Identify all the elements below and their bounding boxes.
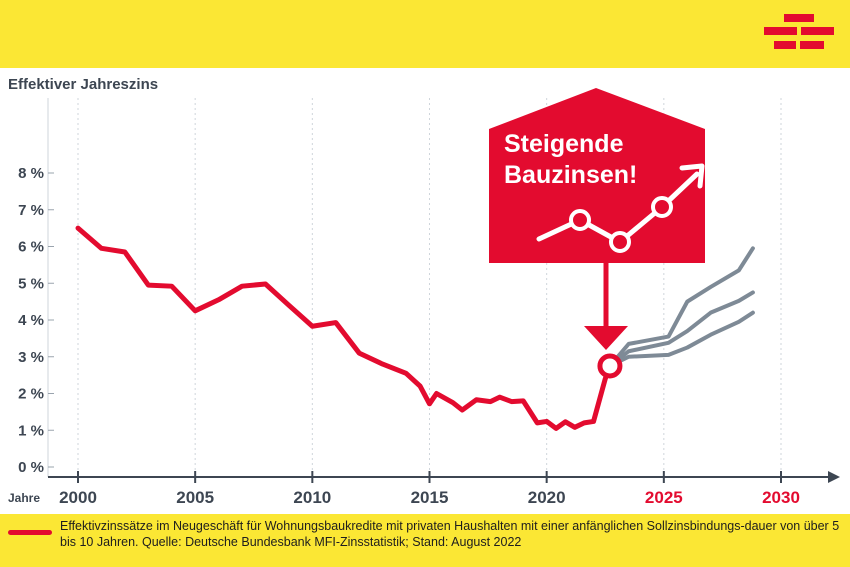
x-tick-label: 2005 <box>176 488 214 507</box>
y-tick-label: 2 % <box>18 386 44 403</box>
forecast-line <box>607 310 755 368</box>
current-value-marker <box>597 353 623 379</box>
brand-logo-icon <box>764 14 834 49</box>
y-tick-labels: 0 % 1 % 2 % 3 % 4 % 5 % 6 % 7 % 8 % <box>18 165 54 476</box>
x-tick-label: 2030 <box>762 488 800 507</box>
x-tick-label: 2025 <box>645 488 683 507</box>
y-tick-label: 5 % <box>18 275 44 292</box>
top-banner <box>0 0 850 68</box>
legend-swatch <box>8 530 52 535</box>
x-axis-arrow-icon <box>828 471 840 483</box>
x-axis-title: Jahre <box>8 491 40 505</box>
x-tick-label: 2020 <box>528 488 566 507</box>
y-tick-label: 6 % <box>18 239 44 256</box>
forecast-line <box>607 290 755 368</box>
y-tick-label: 1 % <box>18 422 44 439</box>
x-tick-label: 2010 <box>293 488 331 507</box>
callout-box: Steigende Bauzinsen! <box>489 88 705 263</box>
legend-banner <box>0 514 850 567</box>
grid-lines <box>47 98 782 477</box>
y-tick-label: 3 % <box>18 349 44 366</box>
series-lines <box>75 225 755 431</box>
trend-up-icon <box>536 163 705 253</box>
x-tick-label: 2015 <box>411 488 449 507</box>
y-tick-label: 0 % <box>18 459 44 476</box>
callout-line-1: Steigende <box>504 130 624 158</box>
forecast-line <box>607 246 755 368</box>
arrow-down-icon <box>584 263 628 350</box>
x-tick-labels: 2000 2005 2010 2015 2020 2025 2030 <box>59 471 800 507</box>
y-tick-label: 7 % <box>18 202 44 219</box>
y-tick-label: 8 % <box>18 165 44 182</box>
y-axis-title: Effektiver Jahreszins <box>8 76 158 93</box>
x-tick-label: 2000 <box>59 488 97 507</box>
callout-line-2: Bauzinsen! <box>504 161 637 189</box>
historic-rate-line <box>75 225 613 431</box>
legend-text: Effektivzinssätze im Neugeschäft für Woh… <box>60 519 840 549</box>
y-tick-label: 4 % <box>18 312 44 329</box>
